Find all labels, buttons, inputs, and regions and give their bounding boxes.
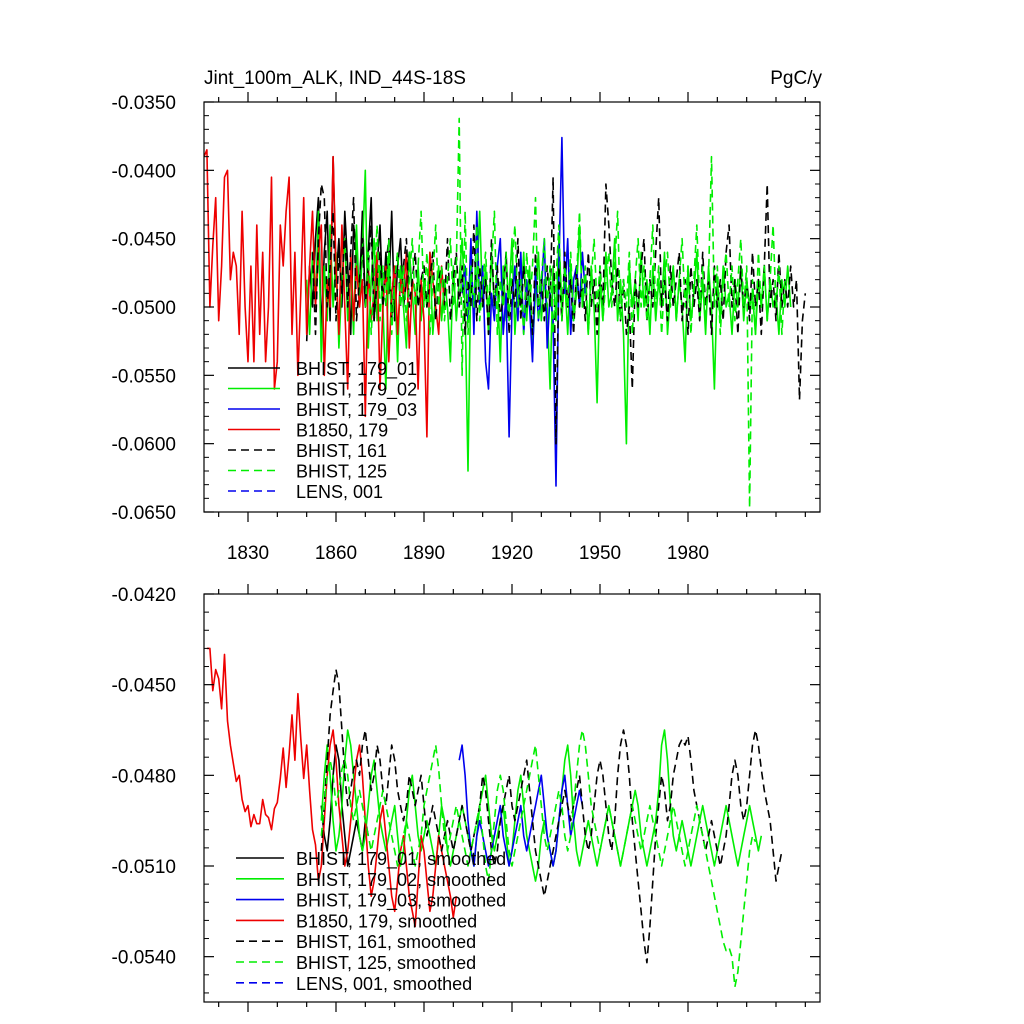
- x-tick-label: 1980: [667, 543, 709, 564]
- y-tick-label: -0.0480: [112, 766, 176, 787]
- y-tick-label: -0.0420: [112, 585, 176, 606]
- x-tick-label: 1950: [579, 543, 621, 564]
- axis-ticks: -0.0350 -0.0400 -0.0450 -0.0500 -0.0550 -0.06…: [112, 92, 820, 564]
- top-panel: -0.0350 -0.0400 -0.0450 -0.0500 -0.0550 -0.06…: [112, 92, 821, 564]
- series-group: [206, 647, 783, 988]
- bottom-panel: -0.0420 -0.0450 -0.0480 -0.0510 -0.0540 BHIST…: [112, 584, 821, 1012]
- legend-label: B1850, 179, smoothed: [296, 911, 477, 931]
- series-line-bhist-125-smoothed: [320, 729, 757, 988]
- legend-label: BHIST, 179_01, smoothed: [296, 849, 506, 870]
- legend-label: BHIST, 179_02, smoothed: [296, 870, 506, 891]
- y-tick-label: -0.0510: [112, 857, 176, 878]
- legend-label: BHIST, 179_03, smoothed: [296, 891, 506, 912]
- x-tick-label: 1890: [403, 543, 445, 564]
- legend-label: BHIST, 161: [296, 441, 387, 461]
- legend-label: BHIST, 179_03: [296, 400, 417, 421]
- x-tick-label: 1920: [491, 543, 533, 564]
- y-tick-label: -0.0600: [112, 435, 176, 456]
- x-tick-label: 1830: [227, 543, 269, 564]
- chart-title: Jint_100m_ALK, IND_44S-18S: [204, 68, 466, 89]
- legend-label: LENS, 001, smoothed: [296, 974, 472, 994]
- y-tick-label: -0.0650: [112, 503, 176, 524]
- legend-label: BHIST, 125, smoothed: [296, 953, 476, 973]
- chart-units: PgC/y: [770, 68, 822, 89]
- legend-label: BHIST, 125: [296, 462, 387, 482]
- y-tick-label: -0.0500: [112, 298, 176, 319]
- legend-label: B1850, 179: [296, 421, 388, 441]
- y-tick-label: -0.0400: [112, 161, 176, 182]
- legend-label: LENS, 001: [296, 482, 383, 502]
- y-tick-label: -0.0350: [112, 93, 176, 114]
- y-tick-label: -0.0540: [112, 948, 176, 969]
- series-line-bhist-125: [364, 117, 786, 509]
- axis-ticks: -0.0420 -0.0450 -0.0480 -0.0510 -0.0540: [112, 584, 820, 1012]
- y-tick-label: -0.0450: [112, 230, 176, 251]
- legend-label: BHIST, 161, smoothed: [296, 932, 476, 952]
- series-line-bhist-179-03-smoothed: [458, 744, 584, 867]
- legend-label: BHIST, 179_01: [296, 359, 417, 380]
- legend-label: BHIST, 179_02: [296, 380, 417, 401]
- series-line-b1850-179-smoothed: [206, 647, 458, 928]
- x-tick-label: 1860: [315, 543, 357, 564]
- y-tick-label: -0.0550: [112, 366, 176, 387]
- series-group: [204, 117, 807, 509]
- series-line-bhist-179-02-smoothed: [320, 729, 763, 882]
- y-tick-label: -0.0450: [112, 676, 176, 697]
- series-line-bhist-161-smoothed: [320, 668, 783, 964]
